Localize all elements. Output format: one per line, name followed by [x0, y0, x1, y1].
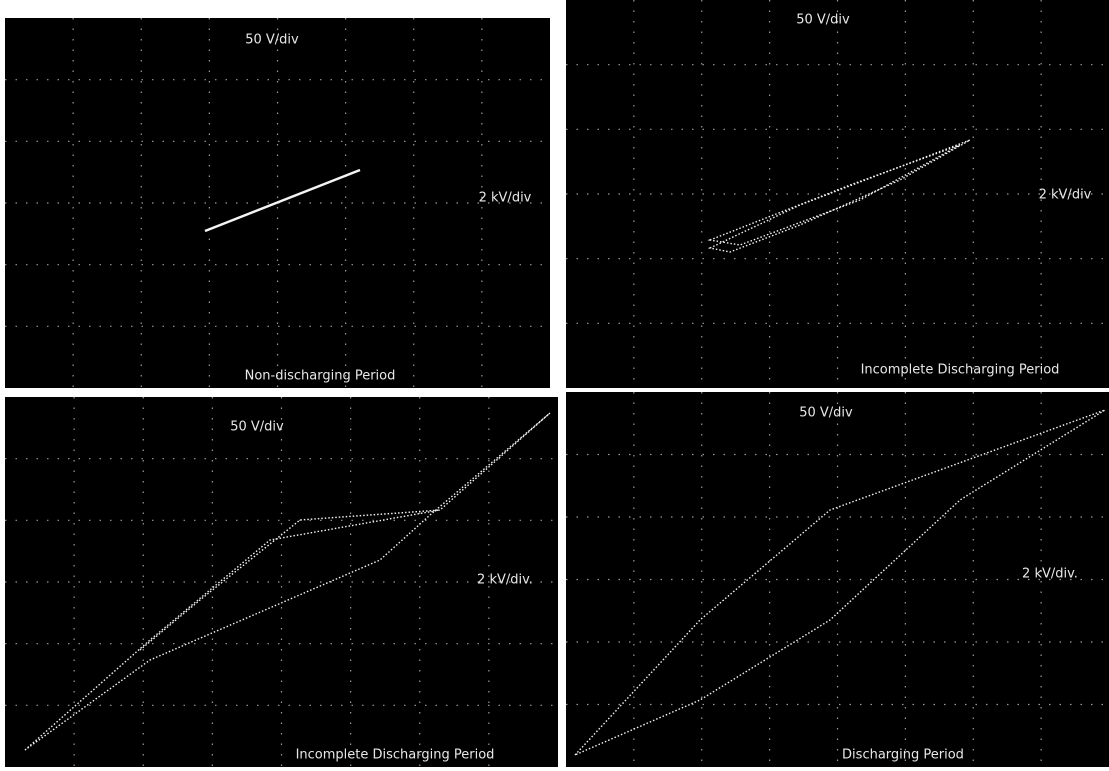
y-scale: 50 V/div	[799, 406, 853, 421]
scope-screen	[566, 0, 1109, 388]
scope-screen	[5, 397, 558, 767]
x-scale: 2 kV/div.	[1022, 567, 1078, 582]
caption: Incomplete Discharging Period	[296, 748, 495, 763]
y-scale: 50 V/div	[245, 33, 299, 48]
caption: Non-discharging Period	[245, 369, 396, 384]
y-scale: 50 V/div	[796, 13, 850, 28]
x-scale: 2 kV/div	[1039, 188, 1092, 203]
caption: Discharging Period	[842, 748, 964, 763]
caption: Incomplete Discharging Period	[861, 363, 1060, 378]
figure: 50 V/div 2 kV/div Non-discharging Period…	[0, 0, 1109, 767]
x-scale: 2 kV/div.	[477, 573, 533, 588]
x-scale: 2 kV/div	[479, 191, 532, 206]
y-scale: 50 V/div	[230, 420, 284, 435]
